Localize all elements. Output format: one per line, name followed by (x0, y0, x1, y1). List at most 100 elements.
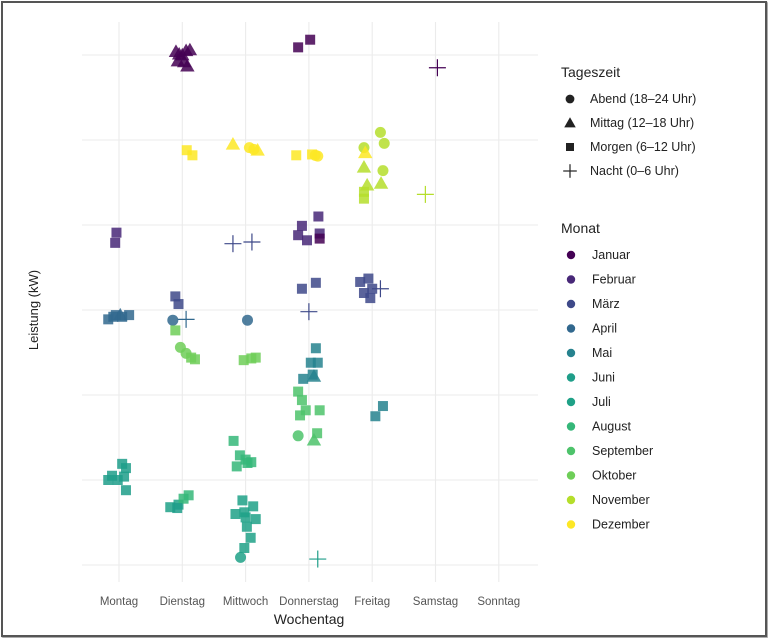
legend-month-label: Januar (592, 248, 630, 262)
data-point-oktober-square (246, 353, 257, 364)
data-point-juli-square (230, 509, 241, 519)
data-point-dezember-circle (312, 150, 324, 162)
y-axis-title: Leistung (kW) (26, 270, 41, 350)
data-point-mai-square (312, 357, 323, 368)
data-point-oktober-square (170, 325, 181, 336)
legend-month-label: Dezember (592, 518, 650, 532)
data-point-januar-cross (428, 59, 446, 77)
data-point-dezember-triangle (358, 145, 373, 159)
data-point-august-square (246, 457, 257, 468)
x-tick-label: Mittwoch (223, 596, 268, 608)
data-point-september-triangle (306, 432, 322, 446)
data-point-mai-square (298, 373, 309, 384)
data-point-juli-square (250, 514, 261, 525)
legend-triangle-icon (564, 117, 576, 128)
data-point-november-triangle (373, 176, 389, 189)
legend-tageszeit: Tageszeit Abend (18–24 Uhr) Mittag (12–18… (561, 64, 696, 178)
data-point-dezember-square (187, 150, 198, 161)
data-point-februar-square (302, 235, 313, 246)
data-point-mai-square (370, 411, 381, 422)
data-point-januar-square (314, 233, 325, 244)
data-point-juni-square (120, 485, 131, 496)
data-point-juli-square (237, 495, 248, 506)
data-point-märz-square (365, 293, 376, 304)
legend-color-swatch (566, 520, 576, 529)
data-point-oktober-square (189, 354, 200, 365)
data-point-dezember-square (291, 150, 302, 161)
data-point-mai-triangle (306, 369, 322, 382)
legend-shape-label: Abend (18–24 Uhr) (590, 92, 696, 106)
data-point-august-square (178, 493, 189, 504)
data-point-november-cross (416, 185, 434, 203)
data-point-februar-square (313, 211, 324, 222)
x-tick-label: Donnerstag (279, 596, 338, 608)
data-point-april-square (117, 311, 128, 322)
data-point-september-square (300, 405, 311, 416)
x-tick-label: Samstag (413, 596, 458, 608)
data-point-april-cross (177, 310, 195, 328)
data-point-september-square (296, 395, 307, 406)
data-point-dezember-circle (248, 143, 260, 155)
data-point-märz-square (170, 291, 181, 302)
legend-month-label: Mai (592, 346, 612, 360)
legend-square-icon (566, 143, 574, 151)
data-point-juli-circle (235, 551, 247, 563)
data-point-juni-square (112, 475, 123, 485)
data-point-september-circle (292, 430, 304, 442)
x-axis-title: Wochentag (274, 611, 345, 627)
data-point-märz-square (173, 299, 184, 310)
data-point-april-circle (241, 314, 253, 326)
legend-monat: Monat Januar Februar März April Mai Juni Juli A… (561, 220, 653, 532)
data-point-august-square (228, 435, 239, 446)
legend-month-label: März (592, 297, 620, 311)
legend-shape-label: Nacht (0–6 Uhr) (590, 164, 679, 178)
legend-color-swatch (566, 373, 576, 382)
data-point-juli-square (239, 507, 250, 518)
legend-shape-label: Morgen (6–12 Uhr) (590, 140, 696, 154)
data-point-september-square (293, 386, 304, 397)
data-point-november-square (358, 193, 369, 204)
data-point-november-square (358, 186, 369, 197)
data-point-november-triangle (356, 160, 372, 173)
data-point-märz-cross (224, 235, 242, 253)
data-point-april-circle (167, 314, 179, 326)
data-points (103, 34, 446, 568)
data-point-april-square (110, 310, 121, 321)
data-point-januar-square (305, 34, 316, 45)
data-point-august-square (231, 461, 242, 472)
data-point-märz-square (363, 273, 374, 284)
legend-month-label: November (592, 493, 650, 507)
data-point-märz-cross (243, 233, 261, 251)
legend-color-swatch (566, 275, 576, 284)
legend-month-label: April (592, 322, 617, 336)
legend-color-swatch (566, 446, 576, 456)
legend-color-swatch (566, 299, 576, 309)
data-point-märz-square (355, 276, 366, 287)
data-point-april-square (124, 310, 135, 321)
data-point-februar-square (293, 230, 304, 241)
legend-color-swatch (566, 397, 576, 407)
data-point-november-circle (374, 126, 386, 138)
data-point-februar-square (110, 237, 121, 248)
data-point-juli-square (165, 502, 176, 513)
data-point-september-square (314, 405, 325, 416)
x-tick-label: Sonntag (477, 596, 520, 608)
legend-month-label: Oktober (592, 469, 636, 483)
data-point-juli-square (239, 543, 250, 553)
legend-month-label: September (592, 444, 653, 458)
legend-month-label: Juli (592, 395, 611, 409)
data-point-februar-square (314, 228, 325, 239)
data-point-juli-square (240, 512, 251, 523)
legend-color-swatch (566, 250, 576, 260)
legend-cross-icon (563, 164, 577, 178)
legend-color-swatch (566, 422, 576, 431)
legend-month-label: Februar (592, 273, 636, 287)
data-point-juni-square (120, 463, 131, 474)
data-point-mai-square (377, 401, 388, 412)
data-point-oktober-square (238, 355, 249, 366)
legend-circle-icon (565, 94, 575, 104)
legend-color-swatch (566, 348, 576, 358)
grid-lines (82, 22, 538, 582)
data-point-dezember-triangle (225, 137, 241, 150)
